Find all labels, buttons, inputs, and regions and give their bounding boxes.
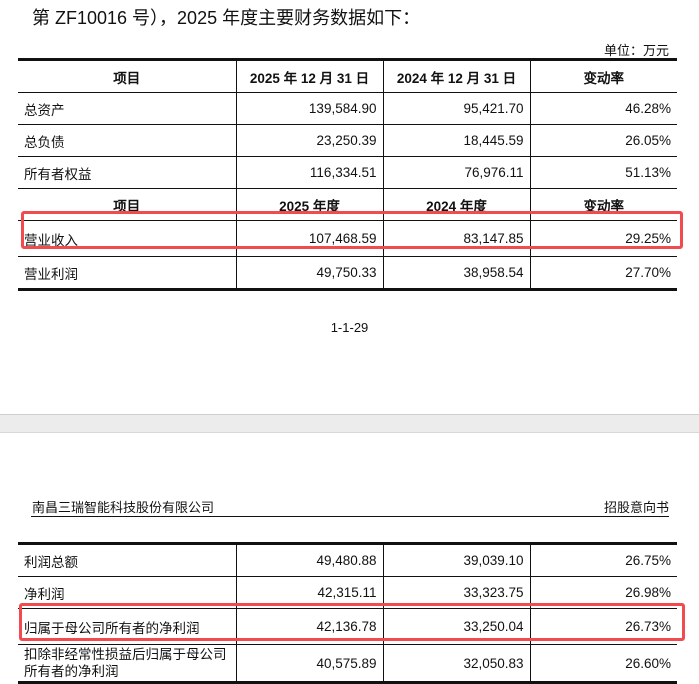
- value-cell: 26.05%: [529, 124, 677, 157]
- header-cell: 2024 年 12 月 31 日: [382, 59, 530, 93]
- table-row: 利润总额 49,480.88 39,039.10 26.75%: [18, 543, 677, 577]
- value-cell: 40,575.89: [235, 644, 383, 683]
- value-cell: 139,584.90: [235, 92, 383, 125]
- table-header-row: 项目 2025 年 12 月 31 日 2024 年 12 月 31 日 变动率: [18, 59, 677, 93]
- row-label: 总资产: [18, 92, 236, 125]
- value-cell: 46.28%: [529, 92, 677, 125]
- value-cell: 116,334.51: [235, 156, 383, 189]
- table-header-row: 项目 2025 年度 2024 年度 变动率: [18, 188, 677, 221]
- value-cell: 39,039.10: [382, 543, 530, 577]
- page-header-company: 南昌三瑞智能科技股份有限公司: [32, 500, 215, 515]
- page-number: 1-1-29: [330, 320, 369, 335]
- header-cell: 2025 年 12 月 31 日: [235, 59, 383, 93]
- value-cell: 76,976.11: [382, 156, 530, 189]
- row-label: 利润总额: [18, 543, 236, 577]
- intro-text: 第 ZF10016 号），2025 年度主要财务数据如下：: [32, 8, 421, 28]
- row-label: 所有者权益: [18, 156, 236, 189]
- header-cell: 变动率: [529, 59, 677, 93]
- table-row: 所有者权益 116,334.51 76,976.11 51.13%: [18, 156, 677, 189]
- value-cell: 26.75%: [529, 543, 677, 577]
- row-label: 营业利润: [24, 266, 78, 282]
- table-row: 扣除非经常性损益后归属于母公司所有者的净利润 40,575.89 32,050.…: [18, 644, 677, 683]
- value-cell: 32,050.83: [382, 644, 530, 683]
- value-cell: 27.70%: [529, 256, 677, 290]
- value-cell: 29.25%: [529, 220, 677, 257]
- table-row: 营业收入 107,468.59 83,147.85 29.25%: [18, 220, 677, 257]
- row-label: 营业收入: [18, 220, 236, 257]
- header-cell: 2024 年度: [382, 188, 530, 221]
- page-header-doc-type: 招股意向书: [603, 500, 669, 515]
- value-cell: 38,958.54: [382, 256, 530, 290]
- row-label: 总负债: [18, 124, 236, 157]
- page-separator: [0, 414, 699, 433]
- header-cell: 项目: [18, 188, 236, 221]
- table-row: 总资产 139,584.90 95,421.70 46.28%: [18, 92, 677, 125]
- value-cell: 51.13%: [529, 156, 677, 189]
- value-cell: 18,445.59: [382, 124, 530, 157]
- highlight-box-net-profit-parent: [19, 603, 685, 641]
- value-cell: 49,750.33: [235, 256, 383, 290]
- value-cell: 95,421.70: [382, 92, 530, 125]
- header-cell: 2025 年度: [235, 188, 383, 221]
- unit-label: 单位：万元: [603, 43, 669, 58]
- row-label: 扣除非经常性损益后归属于母公司所有者的净利润: [24, 647, 227, 679]
- financial-table-page1: 项目 2025 年 12 月 31 日 2024 年 12 月 31 日 变动率…: [18, 58, 677, 291]
- highlight-box-revenue: [21, 211, 683, 249]
- page-header-rule: [31, 516, 669, 517]
- value-cell: 49,480.88: [235, 543, 383, 577]
- table-row: 总负债 23,250.39 18,445.59 26.05%: [18, 124, 677, 157]
- value-cell: 26.60%: [529, 644, 677, 683]
- value-cell: 83,147.85: [382, 220, 530, 257]
- header-cell: 变动率: [529, 188, 677, 221]
- value-cell: 107,468.59: [235, 220, 383, 257]
- header-cell: 项目: [18, 59, 236, 93]
- value-cell: 23,250.39: [235, 124, 383, 157]
- table-row: 营业利润 49,750.33 38,958.54 27.70%: [18, 256, 677, 290]
